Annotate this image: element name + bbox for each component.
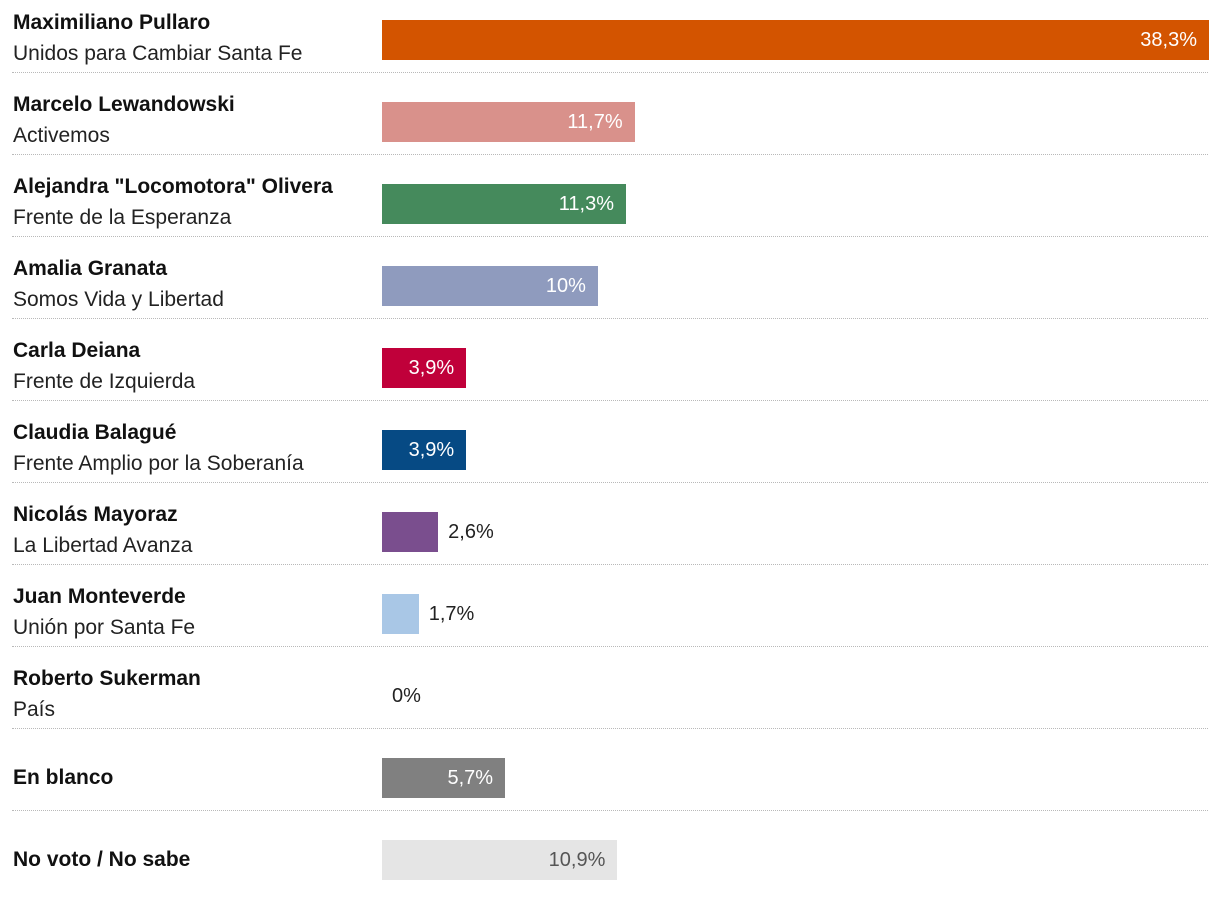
candidate-name: Amalia Granata	[13, 257, 168, 280]
value-label: 11,3%	[558, 193, 614, 215]
party-name: Unidos para Cambiar Santa Fe	[13, 42, 303, 65]
candidate-name: Alejandra "Locomotora" Olivera	[13, 175, 333, 198]
row-divider	[12, 564, 1208, 565]
party-name: Activemos	[13, 124, 110, 147]
value-label: 38,3%	[1140, 29, 1197, 51]
chart-row: Juan Monteverde Unión por Santa Fe 1,7%	[0, 574, 1220, 656]
chart-row: Alejandra "Locomotora" Olivera Frente de …	[0, 164, 1220, 246]
row-divider	[12, 318, 1208, 319]
row-divider	[12, 646, 1208, 647]
bar	[382, 20, 1209, 60]
chart-row: Claudia Balagué Frente Amplio por la Sobe…	[0, 410, 1220, 492]
row-divider	[12, 728, 1208, 729]
party-name: Frente Amplio por la Soberanía	[13, 452, 304, 475]
party-name: Somos Vida y Libertad	[13, 288, 224, 311]
candidate-name: Claudia Balagué	[13, 421, 177, 444]
value-label: 5,7%	[447, 767, 494, 789]
candidate-name: Juan Monteverde	[13, 585, 186, 608]
row-divider	[12, 810, 1208, 811]
candidate-name: Carla Deiana	[13, 339, 141, 362]
candidate-name: No voto / No sabe	[13, 848, 191, 871]
chart-row: Maximiliano Pullaro Unidos para Cambiar S…	[0, 0, 1220, 82]
candidate-name: Marcelo Lewandowski	[13, 93, 235, 116]
chart-row: Carla Deiana Frente de Izquierda 3,9%	[0, 328, 1220, 410]
row-divider	[12, 236, 1208, 237]
row-divider	[12, 154, 1208, 155]
bar	[382, 758, 506, 798]
chart-row: En blanco 5,7%	[0, 738, 1220, 820]
value-label: 10,9%	[548, 849, 606, 871]
chart-row: Roberto Sukerman País 0%	[0, 656, 1220, 738]
bar	[382, 512, 439, 552]
bar	[382, 266, 598, 306]
chart-row: Marcelo Lewandowski Activemos 11,7%	[0, 82, 1220, 164]
row-divider	[12, 400, 1208, 401]
bar	[382, 184, 626, 224]
candidate-name: Roberto Sukerman	[13, 667, 201, 690]
chart-row: No voto / No sabe 10,9%	[0, 820, 1220, 902]
value-label: 2,6%	[448, 521, 494, 543]
candidate-name: Maximiliano Pullaro	[13, 11, 211, 34]
value-label: 0%	[392, 685, 421, 707]
party-name: País	[13, 698, 56, 721]
party-name: Frente de la Esperanza	[13, 206, 232, 229]
chart-row: Amalia Granata Somos Vida y Libertad 10%	[0, 246, 1220, 328]
party-name: La Libertad Avanza	[13, 534, 193, 557]
value-label: 3,9%	[408, 439, 455, 461]
party-name: Frente de Izquierda	[13, 370, 196, 393]
results-bar-chart: Maximiliano Pullaro Unidos para Cambiar S…	[0, 0, 1220, 880]
party-name: Unión por Santa Fe	[13, 616, 196, 639]
bar	[382, 430, 467, 470]
bar	[382, 348, 467, 388]
candidate-name: En blanco	[13, 766, 114, 789]
value-label: 1,7%	[428, 603, 475, 625]
bar	[382, 102, 635, 142]
row-divider	[12, 72, 1208, 73]
chart-row: Nicolás Mayoraz La Libertad Avanza 2,6%	[0, 492, 1220, 574]
value-label: 11,7%	[567, 111, 623, 133]
value-label: 10%	[545, 275, 586, 297]
bar	[382, 594, 419, 634]
value-label: 3,9%	[408, 357, 455, 379]
candidate-name: Nicolás Mayoraz	[13, 503, 178, 526]
row-divider	[12, 482, 1208, 483]
